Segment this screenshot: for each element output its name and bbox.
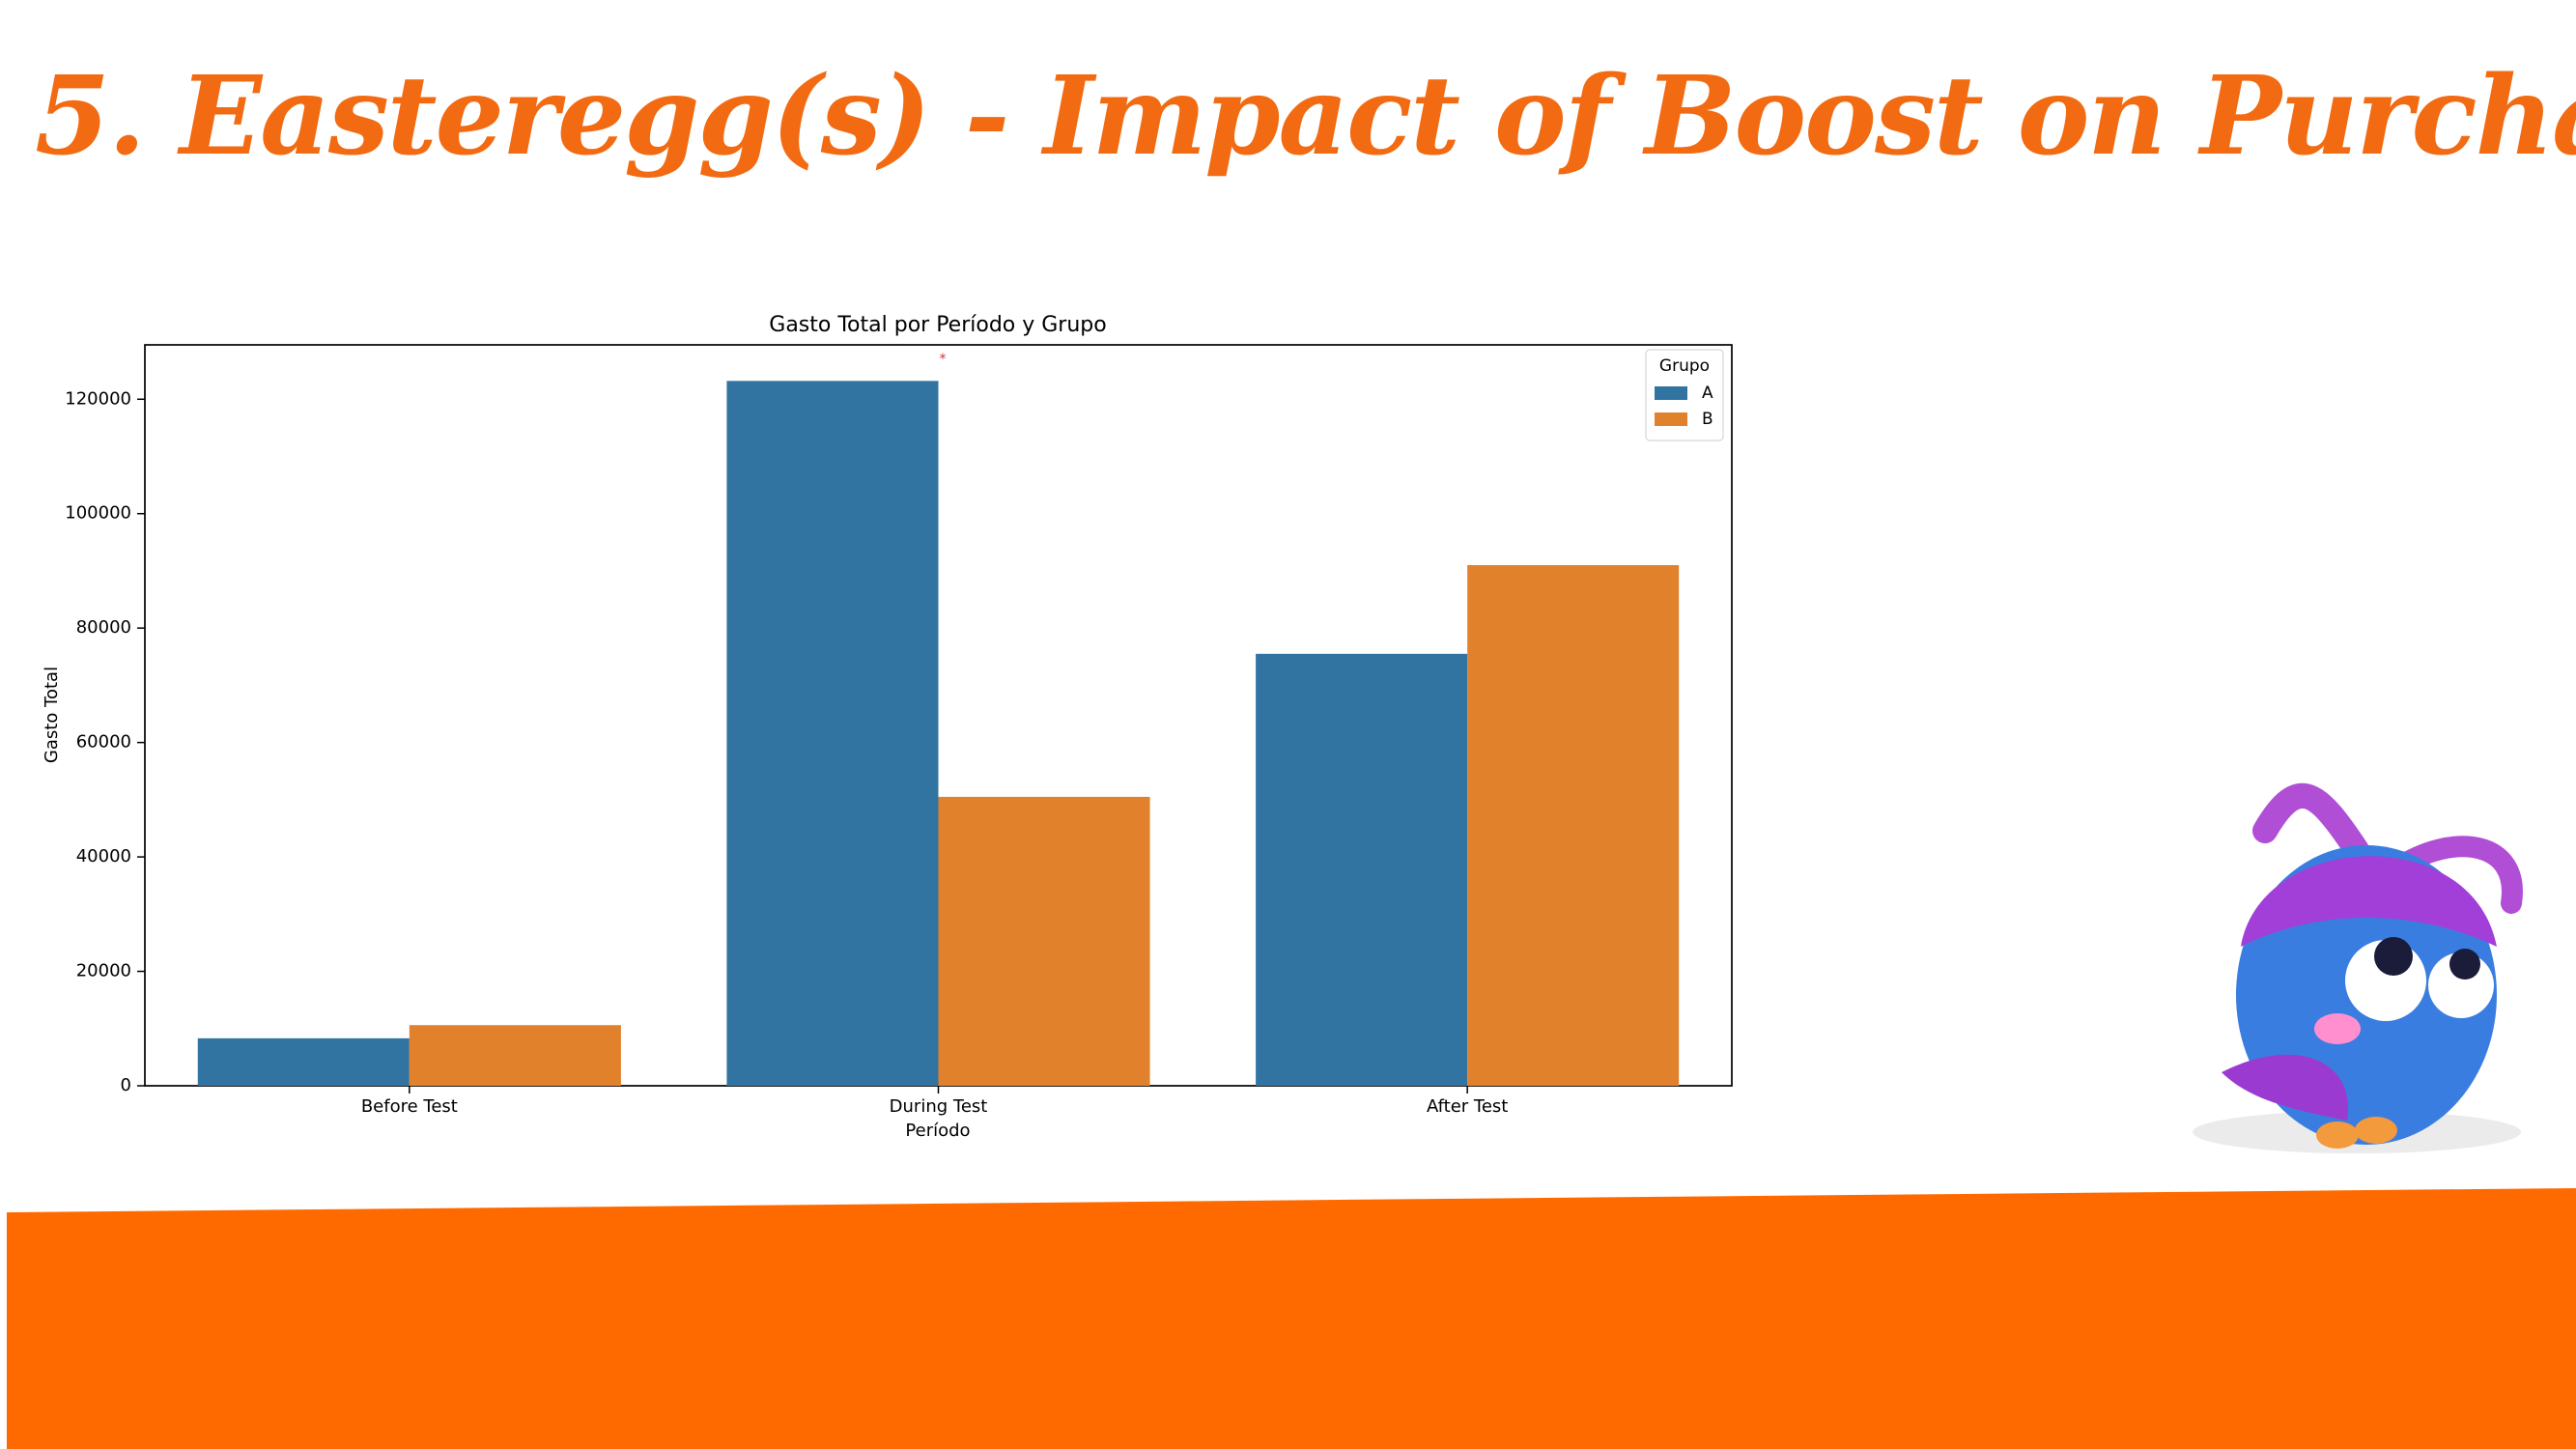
- bar: [409, 1025, 621, 1086]
- y-tick-label: 20000: [76, 961, 131, 981]
- legend-label: A: [1702, 384, 1713, 403]
- bar: [1256, 653, 1468, 1086]
- legend-label: B: [1702, 410, 1713, 429]
- x-tick-label: After Test: [1427, 1096, 1508, 1117]
- bar: [197, 1037, 410, 1086]
- x-axis-label: Período: [905, 1121, 970, 1141]
- y-tick-label: 40000: [76, 846, 131, 867]
- mascot: [2193, 782, 2523, 1153]
- y-tick-label: 120000: [65, 388, 131, 409]
- chart-title: Gasto Total por Período y Grupo: [769, 313, 1106, 337]
- y-axis-label: Gasto Total: [42, 667, 62, 763]
- legend-swatch: [1655, 412, 1687, 426]
- orange-band: [7, 1188, 2576, 1449]
- legend-swatch: [1655, 386, 1687, 400]
- x-tick-label: Before Test: [361, 1096, 458, 1117]
- y-tick-label: 80000: [76, 617, 131, 638]
- y-tick-label: 0: [121, 1075, 131, 1095]
- bar: [938, 796, 1150, 1086]
- y-tick-label: 100000: [65, 503, 131, 524]
- annotation: *: [940, 352, 947, 367]
- x-tick-label: During Test: [890, 1096, 988, 1117]
- legend-title: Grupo: [1659, 356, 1710, 376]
- bar: [726, 381, 939, 1087]
- slide-title: 5. Easteregg(s) - Impact of Boost on Pur…: [35, 53, 2576, 180]
- bar: [1467, 565, 1680, 1086]
- y-tick-label: 60000: [76, 732, 131, 753]
